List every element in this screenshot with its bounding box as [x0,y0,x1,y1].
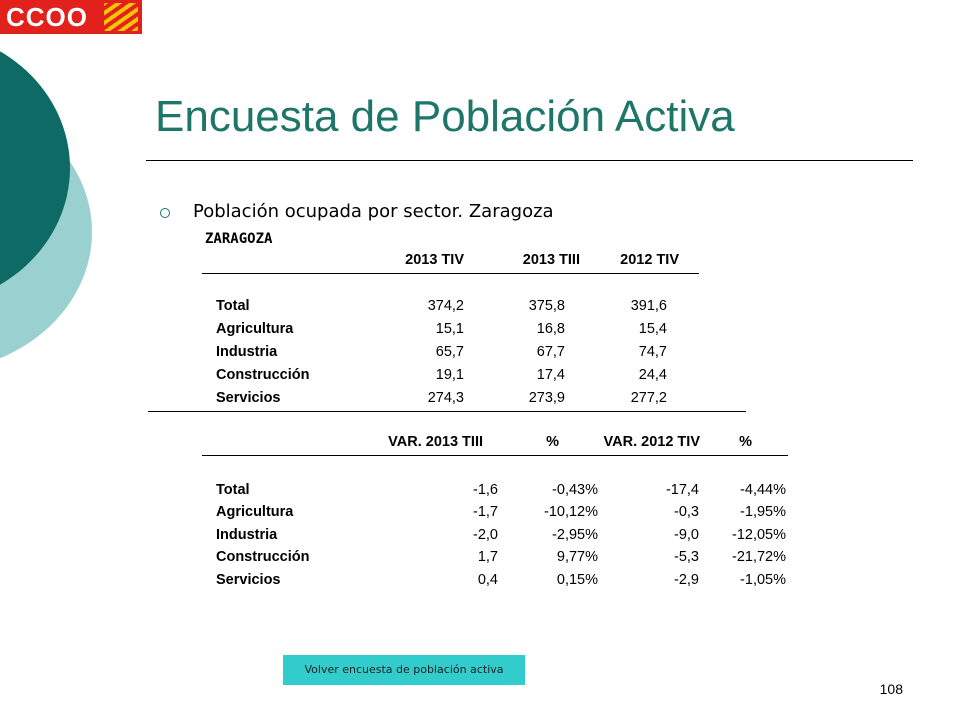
cell-value: 15,4 [638,321,667,337]
cell-value: -21,72% [731,549,786,565]
cell-value: -4,44% [740,482,786,498]
cell-value: 65,7 [435,344,464,360]
row-label: Total [216,298,250,314]
table-row: Servicios 274,3 273,9 277,2 [202,390,747,412]
cell-value: 67,7 [536,344,565,360]
title-divider [146,160,913,161]
cell-value: 1,7 [477,549,498,565]
back-to-epa-link[interactable]: Volver encuesta de población activa [283,655,525,685]
cell-value: 391,6 [630,298,667,314]
row-label: Servicios [216,572,281,588]
cell-value: -1,6 [473,482,498,498]
cell-value: -9,0 [674,527,699,543]
table-row: Servicios 0,4 0,15% -2,9 -1,05% [202,572,792,594]
row-label: Servicios [216,390,281,406]
header-var-2013-tiii: VAR. 2013 TIII [388,434,483,450]
cell-value: 374,2 [427,298,464,314]
cell-value: -1,05% [740,572,786,588]
row-label: Industria [216,527,278,543]
page-number: 108 [879,681,903,697]
cell-value: -2,95% [552,527,598,543]
cell-value: 15,1 [435,321,464,337]
circle-bullet-icon [160,208,170,218]
cell-value: 74,7 [638,344,667,360]
cell-value: -0,3 [674,504,699,520]
cell-value: 274,3 [427,390,464,406]
levels-bottom-rule [148,411,746,412]
header-pct-1: % [546,434,559,450]
header-2013-tiv: 2013 TIV [405,252,464,268]
table-row: Total -1,6 -0,43% -17,4 -4,44% [202,482,792,504]
table-row: Industria -2,0 -2,95% -9,0 -12,05% [202,527,792,549]
header-2012-tiv: 2012 TIV [620,252,679,268]
cell-value: -5,3 [674,549,699,565]
cell-value: -1,95% [740,504,786,520]
aragon-flag-icon [104,3,138,31]
cell-value: 16,8 [536,321,565,337]
cell-value: 273,9 [528,390,565,406]
decorative-circles [0,51,92,359]
logo-text: CCOO [6,2,88,32]
cell-value: -2,0 [473,527,498,543]
cell-value: 17,4 [536,367,565,383]
cell-value: 19,1 [435,367,464,383]
cell-value: 0,4 [477,572,498,588]
bullet-text: Población ocupada por sector. Zaragoza [193,201,554,222]
dark-teal-circle [0,51,70,285]
table-row: Construcción 1,7 9,77% -5,3 -21,72% [202,549,792,571]
variation-table: VAR. 2013 TIII % VAR. 2012 TIV % Total -… [202,434,792,604]
header-pct-2: % [739,434,752,450]
cell-value: -0,43% [552,482,598,498]
header-rule [202,273,699,274]
region-label: ZARAGOZA [205,231,273,247]
cell-value: -12,05% [731,527,786,543]
row-label: Agricultura [216,504,294,520]
levels-table: 2013 TIV 2013 TIII 2012 TIV Total 374,2 … [202,252,747,417]
cell-value: 277,2 [630,390,667,406]
table-row: Construcción 19,1 17,4 24,4 [202,367,747,389]
cell-value: -1,7 [473,504,498,520]
row-label: Agricultura [216,321,294,337]
cell-value: -2,9 [674,572,699,588]
header-rule [202,455,788,456]
cell-value: 375,8 [528,298,565,314]
header-var-2012-tiv: VAR. 2012 TIV [603,434,700,450]
cell-value: 24,4 [638,367,667,383]
cell-value: 9,77% [556,549,598,565]
header-2013-tiii: 2013 TIII [522,252,580,268]
ccoo-logo: CCOO [0,0,142,34]
cell-value: 0,15% [556,572,598,588]
row-label: Industria [216,344,278,360]
table-row: Industria 65,7 67,7 74,7 [202,344,747,366]
table-row: Total 374,2 375,8 391,6 [202,298,747,320]
cell-value: -17,4 [665,482,699,498]
cell-value: -10,12% [543,504,598,520]
row-label: Construcción [216,367,310,383]
row-label: Construcción [216,549,310,565]
table-row: Agricultura 15,1 16,8 15,4 [202,321,747,343]
row-label: Total [216,482,250,498]
table-row: Agricultura -1,7 -10,12% -0,3 -1,95% [202,504,792,526]
slide-title: Encuesta de Población Activa [155,92,735,141]
